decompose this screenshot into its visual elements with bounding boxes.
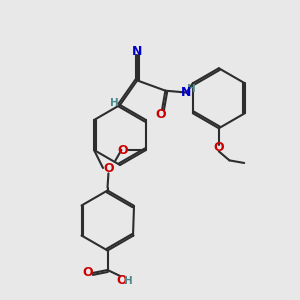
Text: O: O	[83, 266, 93, 280]
Text: O: O	[214, 141, 224, 154]
Text: O: O	[155, 108, 166, 121]
Text: O: O	[103, 161, 114, 175]
Text: N: N	[132, 45, 142, 58]
Text: H: H	[110, 98, 119, 109]
Text: O: O	[116, 274, 127, 287]
Text: N: N	[181, 86, 191, 99]
Text: H: H	[187, 84, 196, 94]
Text: H: H	[124, 276, 133, 286]
Text: O: O	[117, 143, 128, 157]
